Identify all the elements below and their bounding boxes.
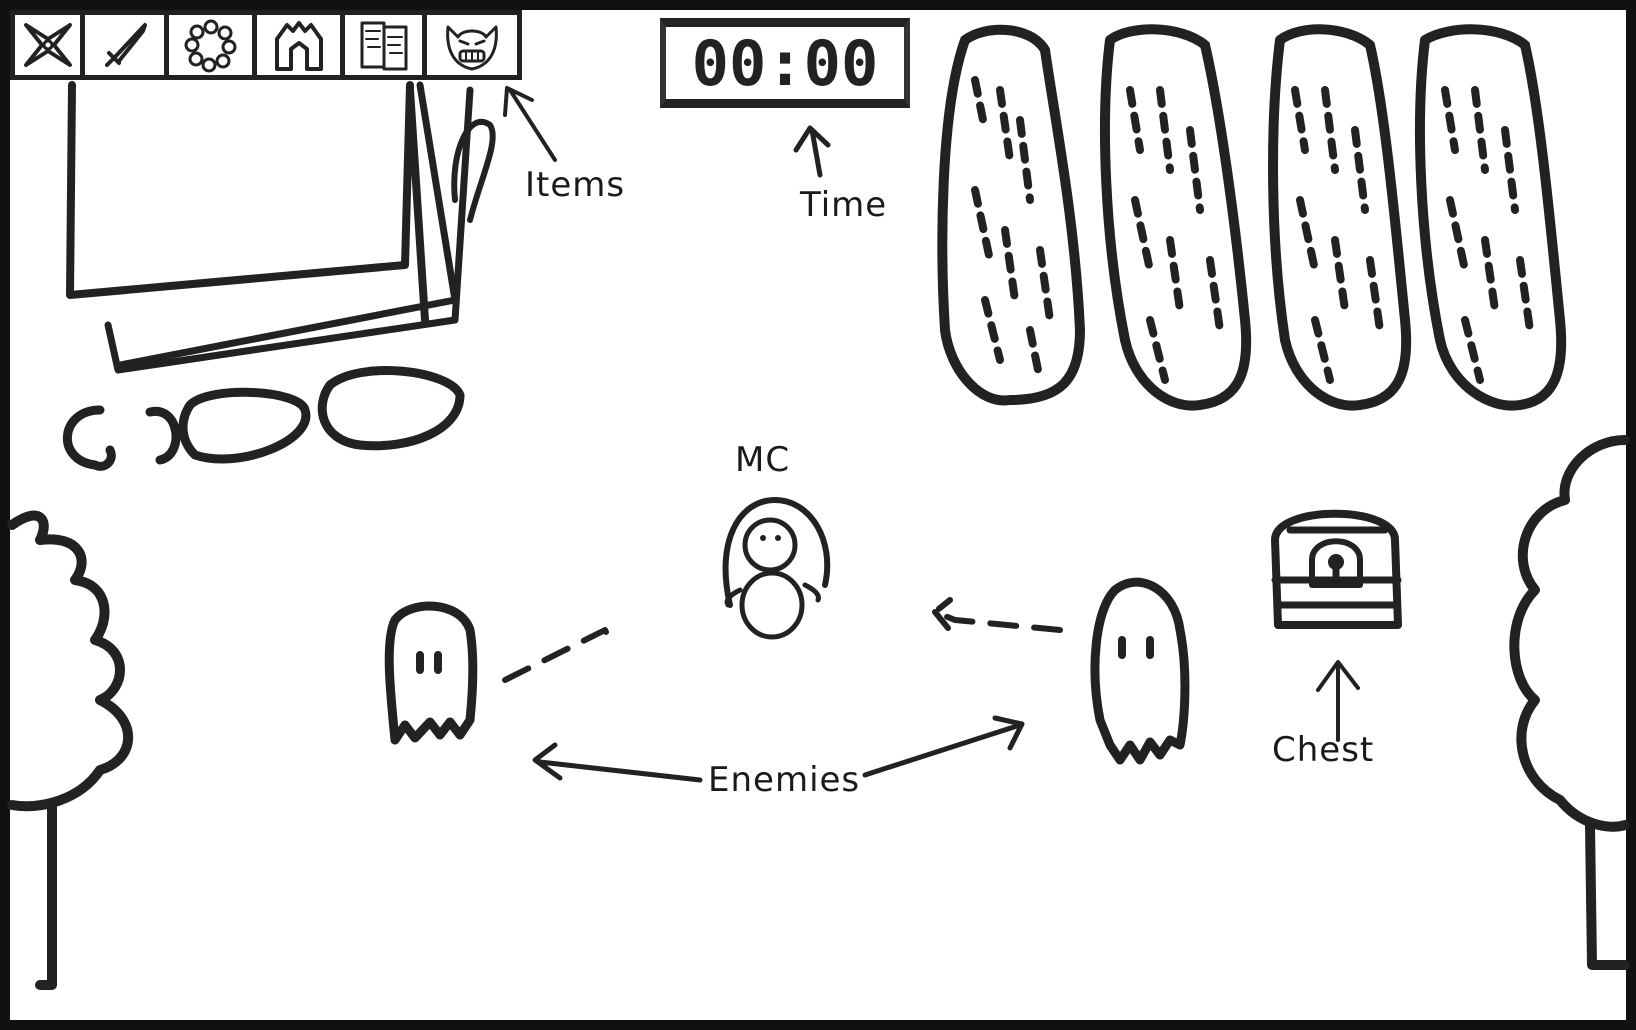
scroll-cards-icon xyxy=(360,21,407,71)
treasure-chest-icon[interactable] xyxy=(1271,509,1402,629)
tree xyxy=(937,24,1085,406)
item-slot-5[interactable] xyxy=(345,15,427,75)
mc-label: MC xyxy=(735,440,791,480)
item-slot-1[interactable] xyxy=(15,15,85,75)
timer-display: 00:00 xyxy=(660,18,910,108)
item-slot-3[interactable] xyxy=(169,15,257,75)
item-bar xyxy=(10,10,522,80)
chest-label: Chest xyxy=(1272,730,1375,770)
enemy-path-left xyxy=(502,627,613,683)
main-character[interactable] xyxy=(722,497,831,640)
armor-icon xyxy=(274,21,323,71)
right-tree xyxy=(1509,435,1630,970)
enemy-ghost-left[interactable] xyxy=(384,601,478,745)
sword-icon xyxy=(104,23,147,67)
paper-panel xyxy=(66,81,496,374)
forest-trees xyxy=(937,24,1567,411)
enemy-ghost-right[interactable] xyxy=(1090,577,1190,765)
item-slot-6[interactable] xyxy=(427,15,517,75)
tree xyxy=(1415,24,1567,411)
items-arrow xyxy=(503,86,557,162)
enemies-arrow-left xyxy=(532,742,703,783)
time-arrow xyxy=(793,125,831,178)
enemies-arrow-right xyxy=(862,715,1025,778)
shuriken-icon xyxy=(23,23,72,67)
tree xyxy=(1100,24,1252,411)
bush-row xyxy=(63,366,465,471)
items-label: Items xyxy=(525,165,626,205)
time-label: Time xyxy=(800,185,888,225)
item-slot-2[interactable] xyxy=(85,15,169,75)
enemies-label: Enemies xyxy=(708,760,861,800)
left-tree xyxy=(7,510,134,990)
oni-mask-icon xyxy=(446,25,498,71)
enemy-path-right xyxy=(932,597,1063,633)
bead-bracelet-icon xyxy=(184,19,236,73)
item-slot-4[interactable] xyxy=(257,15,345,75)
chest-arrow xyxy=(1316,660,1360,742)
tree xyxy=(1268,24,1412,411)
